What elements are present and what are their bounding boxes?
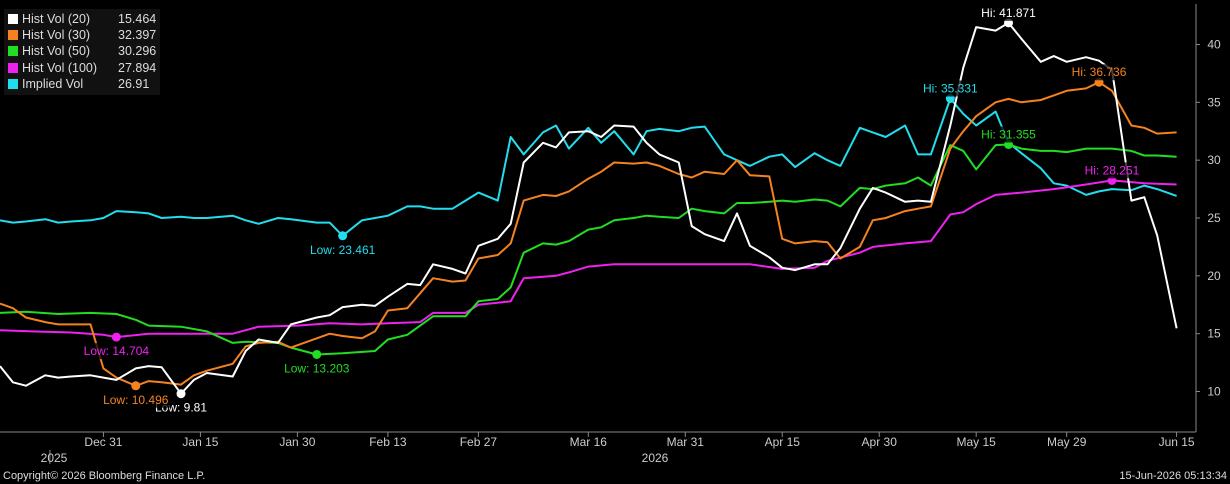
legend-swatch <box>8 78 18 89</box>
series-line-hist-vol-50 <box>0 143 1177 356</box>
x-tick-label: Apr 15 <box>765 435 801 449</box>
legend-swatch <box>8 62 18 73</box>
legend-item-hist-vol-20: Hist Vol (20) 15.464 <box>8 11 156 27</box>
copyright-text: Copyright© 2026 Bloomberg Finance L.P. <box>3 470 206 482</box>
data-marker <box>131 381 141 391</box>
legend-value: 15.464 <box>118 12 157 27</box>
series-line-implied-vol <box>0 97 1177 237</box>
legend-label: Implied Vol <box>22 76 84 91</box>
data-label: Low: 10.496 <box>103 393 169 407</box>
y-tick-label: 15 <box>1207 327 1221 341</box>
label-bg <box>1069 64 1129 81</box>
x-tick-label: Dec 31 <box>84 435 122 449</box>
label-bg <box>920 80 981 97</box>
series-line-hist-vol-100 <box>0 179 1177 339</box>
y-tick-label: 40 <box>1207 37 1221 51</box>
label-bg <box>81 343 152 360</box>
data-marker <box>338 231 348 241</box>
chart-legend: Hist Vol (20) 15.464 Hist Vol (30) 32.39… <box>4 9 161 95</box>
series-line-hist-vol-30 <box>0 81 1177 387</box>
legend-value: 32.397 <box>118 28 157 43</box>
legend-swatch <box>8 30 18 41</box>
legend-value: 27.894 <box>118 60 157 75</box>
label-bg <box>101 391 171 408</box>
legend-value: 30.296 <box>118 44 157 59</box>
data-label: Low: 14.704 <box>84 344 150 358</box>
year-label: 2026 <box>642 451 669 465</box>
x-tick-label: May 29 <box>1047 435 1087 449</box>
data-label: Hi: 35.331 <box>923 81 978 95</box>
label-bg <box>979 126 1039 143</box>
y-tick-label: 20 <box>1207 269 1221 283</box>
x-tick-label: May 15 <box>957 435 997 449</box>
series-line-hist-vol-20 <box>0 21 1178 395</box>
data-label: Hi: 41.871 <box>981 6 1036 20</box>
y-tick-label: 35 <box>1207 95 1221 109</box>
x-tick-label: Mar 16 <box>570 435 608 449</box>
x-tick-label: Jan 30 <box>279 435 315 449</box>
label-bg <box>307 241 378 258</box>
data-label: Hi: 36.736 <box>1072 65 1127 79</box>
legend-label: Hist Vol (50) <box>22 44 91 59</box>
legend-item-implied-vol: Implied Vol 26.91 <box>8 76 156 92</box>
x-tick-label: Feb 27 <box>460 435 498 449</box>
legend-swatch <box>8 14 18 25</box>
label-bg <box>282 360 352 377</box>
data-marker <box>111 332 121 342</box>
data-label: Hi: 28.251 <box>1085 163 1140 177</box>
timestamp-text: 15-Jun-2026 05:13:34 <box>1119 470 1227 482</box>
y-tick-label: 10 <box>1207 385 1221 399</box>
legend-item-hist-vol-50: Hist Vol (50) 30.296 <box>8 43 156 59</box>
legend-item-hist-vol-30: Hist Vol (30) 32.397 <box>8 27 156 43</box>
legend-item-hist-vol-100: Hist Vol (100) 27.894 <box>8 60 156 76</box>
label-bg <box>979 4 1039 21</box>
data-label: Hi: 31.355 <box>981 127 1036 141</box>
y-tick-label: 25 <box>1207 211 1221 225</box>
year-label: 2025 <box>41 451 68 465</box>
legend-swatch <box>8 46 18 57</box>
x-tick-label: Feb 13 <box>369 435 407 449</box>
legend-value: 26.91 <box>118 76 150 91</box>
x-tick-label: Apr 30 <box>862 435 898 449</box>
y-tick-label: 30 <box>1207 153 1221 167</box>
x-tick-label: Mar 31 <box>667 435 705 449</box>
x-tick-label: Jan 15 <box>182 435 218 449</box>
x-tick-label: Jun 15 <box>1159 435 1195 449</box>
label-bg <box>1082 162 1142 179</box>
legend-label: Hist Vol (20) <box>22 12 91 27</box>
legend-label: Hist Vol (100) <box>22 60 98 75</box>
data-marker <box>176 389 186 399</box>
data-label: Low: 23.461 <box>310 243 376 257</box>
data-label: Low: 13.203 <box>284 361 350 375</box>
data-marker <box>312 349 322 359</box>
legend-label: Hist Vol (30) <box>22 28 91 43</box>
